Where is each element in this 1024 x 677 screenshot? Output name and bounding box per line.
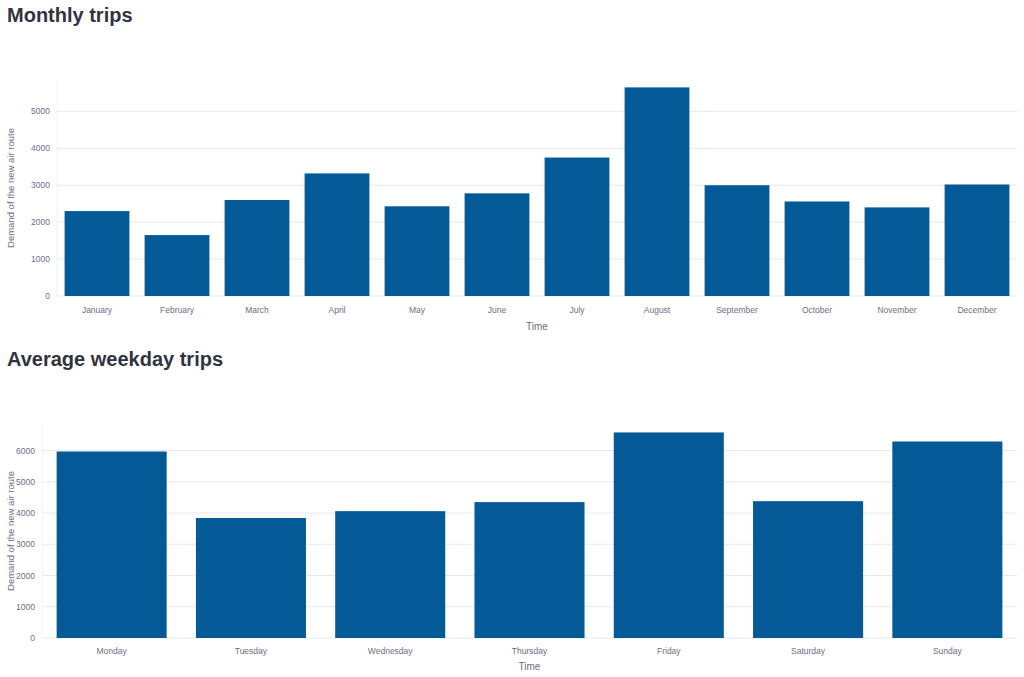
y-tick-label: 1000 <box>16 602 35 612</box>
bar <box>753 501 863 638</box>
y-tick-label: 5000 <box>16 477 35 487</box>
grid-line <box>42 481 1017 482</box>
y-axis-title: Demand of the new air route <box>5 471 16 591</box>
grid-line <box>57 111 1017 112</box>
x-tick-label: Monday <box>97 646 128 656</box>
bar <box>545 158 610 296</box>
y-tick-label: 0 <box>30 633 35 643</box>
x-tick-label: Friday <box>657 646 681 656</box>
y-axis-line <box>42 424 43 638</box>
y-axis-title: Demand of the new air route <box>5 128 16 248</box>
y-tick-label: 2000 <box>31 217 50 227</box>
grid-line <box>57 148 1017 149</box>
bar <box>385 206 450 296</box>
y-tick-label: 4000 <box>16 508 35 518</box>
x-tick-label: March <box>245 305 269 315</box>
x-tick-label: Sunday <box>933 646 963 656</box>
y-tick-label: 3000 <box>16 539 35 549</box>
x-axis-title: Time <box>519 661 541 672</box>
figure: Monthly trips 0 1000 2000 3000 4000 5000 Januar… <box>0 0 1024 677</box>
bar <box>465 193 530 296</box>
x-tick-label: Wednesday <box>368 646 413 656</box>
bar <box>225 200 290 296</box>
y-tick-label: 0 <box>45 291 50 301</box>
bar <box>625 87 690 296</box>
x-tick-label: June <box>488 305 507 315</box>
x-tick-label: Tuesday <box>235 646 268 656</box>
bar <box>945 184 1010 296</box>
x-axis-title: Time <box>526 321 548 332</box>
bar <box>57 451 167 638</box>
x-tick-label: October <box>802 305 832 315</box>
bar <box>785 201 850 296</box>
bar <box>892 441 1002 638</box>
bar <box>196 518 306 638</box>
x-tick-label: July <box>569 305 585 315</box>
x-tick-label: August <box>644 305 671 315</box>
chart: Monthly trips 0 1000 2000 3000 4000 5000 Januar… <box>5 4 1017 332</box>
grid-line <box>57 185 1017 186</box>
bars <box>57 432 1003 638</box>
bar <box>145 235 210 296</box>
bars <box>65 87 1010 296</box>
bar <box>474 502 584 638</box>
y-tick-label: 6000 <box>16 446 35 456</box>
page: Monthly trips 0 1000 2000 3000 4000 5000 Januar… <box>0 0 1024 677</box>
y-axis-line <box>57 80 58 296</box>
bar <box>705 185 770 296</box>
y-tick-label: 1000 <box>31 254 50 264</box>
chart: Average weekday trips 0 1000 2000 3000 4000 50… <box>5 348 1017 672</box>
x-tick-label: September <box>716 305 758 315</box>
grid-line <box>42 450 1017 451</box>
x-tick-label: Thursday <box>512 646 548 656</box>
y-tick-label: 3000 <box>31 180 50 190</box>
x-tick-label: December <box>957 305 996 315</box>
bar <box>305 173 370 296</box>
y-tick-label: 2000 <box>16 571 35 581</box>
x-tick-label: May <box>409 305 426 315</box>
x-tick-label: April <box>328 305 345 315</box>
bar <box>865 207 930 296</box>
bar <box>614 432 724 638</box>
x-tick-label: January <box>82 305 113 315</box>
x-tick-label: February <box>160 305 195 315</box>
y-tick-label: 5000 <box>31 106 50 116</box>
x-tick-label: Saturday <box>791 646 826 656</box>
bar <box>65 211 130 296</box>
chart-title: Monthly trips <box>7 4 133 26</box>
x-tick-label: November <box>877 305 916 315</box>
bar <box>335 511 445 638</box>
chart-title: Average weekday trips <box>7 348 223 370</box>
y-tick-label: 4000 <box>31 143 50 153</box>
